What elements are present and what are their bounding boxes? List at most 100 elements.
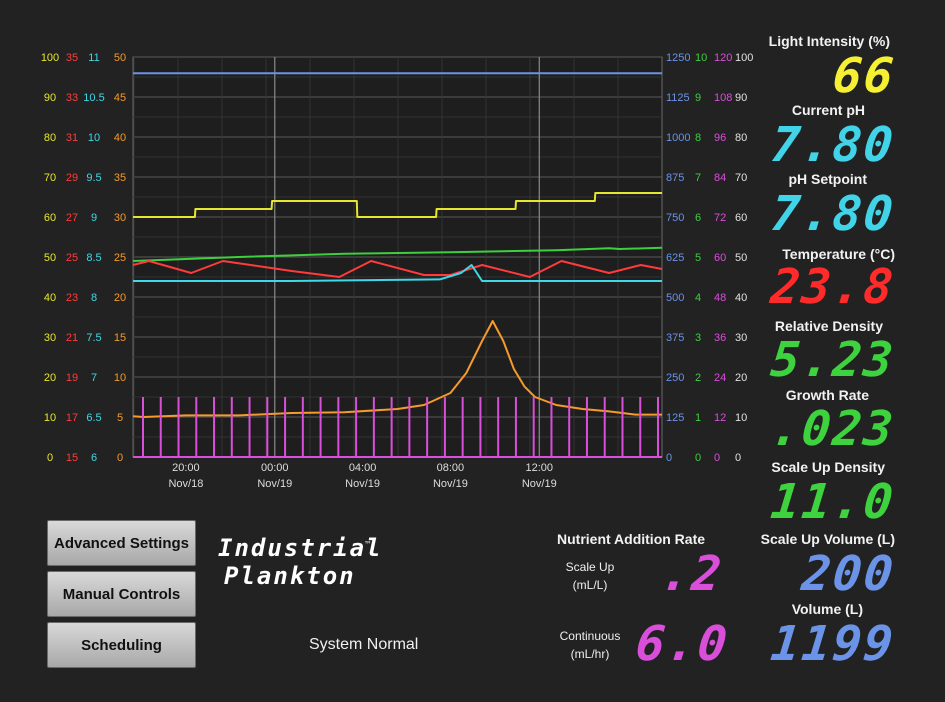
left-axis-tick-label: 0 xyxy=(47,452,53,464)
left-axis-tick-label: 17 xyxy=(66,412,78,424)
right-axis-tick-label: 0 xyxy=(735,452,741,464)
series-line xyxy=(133,264,662,282)
right-axis-tick-label: 1 xyxy=(695,412,701,424)
x-axis-date-label: Nov/18 xyxy=(168,478,203,490)
manual-controls-button[interactable]: Manual Controls xyxy=(47,571,196,617)
right-axis-tick-label: 36 xyxy=(714,332,726,344)
right-axis-tick-label: 50 xyxy=(735,252,747,264)
right-axis-tick-label: 20 xyxy=(735,372,747,384)
left-axis-tick-label: 10 xyxy=(88,132,100,144)
right-axis-tick-label: 108 xyxy=(714,92,732,104)
relative-density-value: 5.23 xyxy=(768,332,898,388)
right-axis-tick-label: 80 xyxy=(735,132,747,144)
right-axis-tick-label: 40 xyxy=(735,292,747,304)
x-axis-time-label: 20:00 xyxy=(172,462,200,474)
left-axis-tick-label: 21 xyxy=(66,332,78,344)
series-line xyxy=(132,246,663,262)
left-axis-tick-label: 50 xyxy=(44,252,56,264)
left-axis-tick-label: 6 xyxy=(91,452,97,464)
right-axis-tick-label: 90 xyxy=(735,92,747,104)
right-axis-tick-label: 0 xyxy=(714,452,720,464)
right-axis-tick-label: 3 xyxy=(695,332,701,344)
right-axis-tick-label: 60 xyxy=(714,252,726,264)
right-axis-tick-label: 6 xyxy=(695,212,701,224)
left-axis-tick-label: 60 xyxy=(44,212,56,224)
x-axis-date-label: Nov/19 xyxy=(522,478,557,490)
left-axis-tick-label: 40 xyxy=(44,292,56,304)
scale-up-density-label: Scale Up Density xyxy=(771,459,885,475)
left-axis-tick-label: 33 xyxy=(66,92,78,104)
left-axis-tick-label: 10 xyxy=(44,412,56,424)
left-axis-tick-label: 9 xyxy=(91,212,97,224)
growth-rate-value: .023 xyxy=(768,401,898,457)
light-intensity-label: Light Intensity (%) xyxy=(768,33,890,49)
right-axis-tick-label: 72 xyxy=(714,212,726,224)
nutrient-rate-title: Nutrient Addition Rate xyxy=(557,531,706,547)
current-ph-value: 7.80 xyxy=(768,117,898,173)
right-axis-tick-label: 875 xyxy=(666,172,684,184)
left-axis-tick-label: 30 xyxy=(44,332,56,344)
temperature-value: 23.8 xyxy=(768,259,898,315)
right-axis-tick-label: 7 xyxy=(695,172,701,184)
continuous-rate-label-line2: (mL/hr) xyxy=(570,647,610,661)
right-axis-tick-label: 12 xyxy=(714,412,726,424)
right-axis-tick-label: 0 xyxy=(666,452,672,464)
logo-line-2: Plankton xyxy=(224,562,356,590)
relative-density-label: Relative Density xyxy=(774,318,883,334)
right-axis-tick-label: 96 xyxy=(714,132,726,144)
scale-up-rate-label-line1: Scale Up xyxy=(565,560,615,574)
left-axis-tick-label: 20 xyxy=(44,372,56,384)
left-axis-tick-label: 25 xyxy=(66,252,78,264)
scale-up-rate-label-line2: (mL/L) xyxy=(572,578,608,592)
scale-up-rate-label: Scale Up (mL/L) xyxy=(550,558,630,594)
temperature-label: Temperature (°C) xyxy=(782,246,895,262)
left-axis-tick-label: 25 xyxy=(114,252,126,264)
right-axis-tick-label: 100 xyxy=(735,52,753,64)
left-axis-tick-label: 90 xyxy=(44,92,56,104)
right-axis-tick-label: 70 xyxy=(735,172,747,184)
right-axis-tick-label: 1125 xyxy=(666,92,690,104)
logo-line-1: Industrial xyxy=(218,534,383,562)
right-axis-tick-label: 250 xyxy=(666,372,684,384)
scale-up-rate-value: .2 xyxy=(658,546,726,602)
scale-up-volume-label: Scale Up Volume (L) xyxy=(760,531,895,547)
right-axis-tick-label: 8 xyxy=(695,132,701,144)
left-axis-tick-label: 23 xyxy=(66,292,78,304)
left-axis-tick-label: 27 xyxy=(66,212,78,224)
right-axis-tick-label: 625 xyxy=(666,252,684,264)
light-intensity-value: 66 xyxy=(830,48,898,104)
left-axis-tick-label: 40 xyxy=(114,132,126,144)
scale-up-density-value: 11.0 xyxy=(768,474,898,530)
scale-up-volume-value: 200 xyxy=(799,546,898,602)
left-axis-tick-label: 8 xyxy=(91,292,97,304)
left-axis-tick-label: 20 xyxy=(114,292,126,304)
series-line xyxy=(132,320,662,418)
left-axis-tick-label: 50 xyxy=(114,52,126,64)
left-axis-tick-label: 10.5 xyxy=(83,92,104,104)
ph-setpoint-value: 7.80 xyxy=(768,186,898,242)
scheduling-button[interactable]: Scheduling xyxy=(47,622,196,668)
right-axis-tick-label: 120 xyxy=(714,52,732,64)
right-axis-tick-label: 2 xyxy=(695,372,701,384)
right-axis-tick-label: 48 xyxy=(714,292,726,304)
right-axis-tick-label: 84 xyxy=(714,172,726,184)
left-axis-tick-label: 11 xyxy=(88,52,99,64)
left-axis-tick-label: 15 xyxy=(66,452,78,464)
left-axis-tick-label: 29 xyxy=(66,172,78,184)
left-axis-tick-label: 31 xyxy=(66,132,78,144)
advanced-settings-button[interactable]: Advanced Settings xyxy=(47,520,196,566)
left-axis-tick-label: 80 xyxy=(44,132,56,144)
continuous-rate-label: Continuous (mL/hr) xyxy=(550,627,630,663)
series-line xyxy=(132,260,663,278)
left-axis-tick-label: 9.5 xyxy=(86,172,101,184)
x-axis-time-label: 08:00 xyxy=(437,462,465,474)
right-axis-tick-label: 5 xyxy=(695,252,701,264)
left-axis-tick-label: 10 xyxy=(114,372,126,384)
x-axis-date-label: Nov/19 xyxy=(345,478,380,490)
right-axis-tick-label: 30 xyxy=(735,332,747,344)
left-axis-tick-label: 5 xyxy=(117,412,123,424)
x-axis-date-label: Nov/19 xyxy=(433,478,468,490)
right-axis-tick-label: 10 xyxy=(735,412,747,424)
left-axis-tick-label: 7.5 xyxy=(86,332,101,344)
right-axis-tick-label: 0 xyxy=(695,452,701,464)
